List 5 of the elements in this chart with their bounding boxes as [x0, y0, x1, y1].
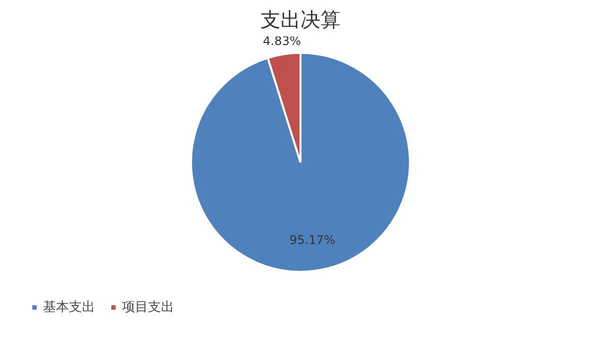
legend-label: 项目支出: [122, 299, 174, 316]
chart-title: 支出决算: [260, 8, 340, 32]
legend-label: 基本支出: [43, 299, 95, 316]
data-label: 4.83%: [262, 34, 302, 48]
data-label: 95.17%: [290, 233, 336, 248]
